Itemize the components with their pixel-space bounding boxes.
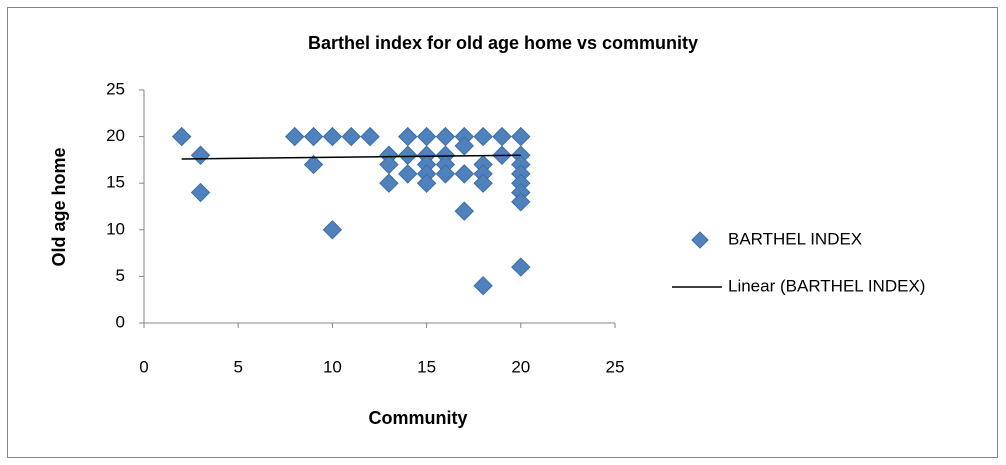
y-tick-label: 5: [116, 266, 125, 285]
x-tick-label: 25: [606, 357, 625, 376]
point: [473, 173, 493, 193]
point: [473, 126, 493, 147]
x-tick-label: 0: [139, 357, 148, 376]
x-axis-label: Community: [369, 408, 468, 428]
point: [322, 220, 343, 240]
y-axis-label: Old age home: [49, 147, 69, 266]
x-tick-label: 20: [511, 357, 530, 376]
chart-border: [7, 7, 998, 458]
y-tick-label: 0: [116, 312, 125, 331]
point: [190, 182, 211, 203]
x-tick-label: 15: [417, 357, 436, 376]
x-tick-label: 5: [233, 357, 242, 376]
point: [511, 192, 531, 212]
point: [303, 126, 324, 147]
legend-label: BARTHEL INDEX: [728, 229, 862, 248]
point: [322, 126, 343, 147]
x-tick-label: 10: [323, 357, 342, 376]
trendline: [181, 154, 521, 160]
point: [379, 173, 399, 193]
point: [360, 126, 380, 147]
y-tick-label: 15: [106, 173, 125, 192]
point: [511, 257, 531, 277]
point: [341, 126, 361, 147]
point: [454, 201, 474, 221]
point: [190, 145, 211, 165]
point: [303, 154, 324, 175]
y-tick-label: 10: [106, 219, 125, 238]
y-tick-label: 25: [106, 79, 125, 98]
point: [435, 164, 456, 184]
point: [454, 164, 474, 184]
legend-label: Linear (BARTHEL INDEX): [728, 276, 925, 295]
point: [171, 126, 192, 147]
legend-marker: [691, 231, 709, 249]
point: [398, 164, 418, 184]
point: [416, 173, 437, 193]
y-tick-label: 20: [106, 126, 125, 145]
point: [454, 136, 474, 156]
point: [285, 126, 305, 147]
point: [473, 276, 493, 296]
chart-title: Barthel index for old age home vs commun…: [308, 33, 698, 53]
